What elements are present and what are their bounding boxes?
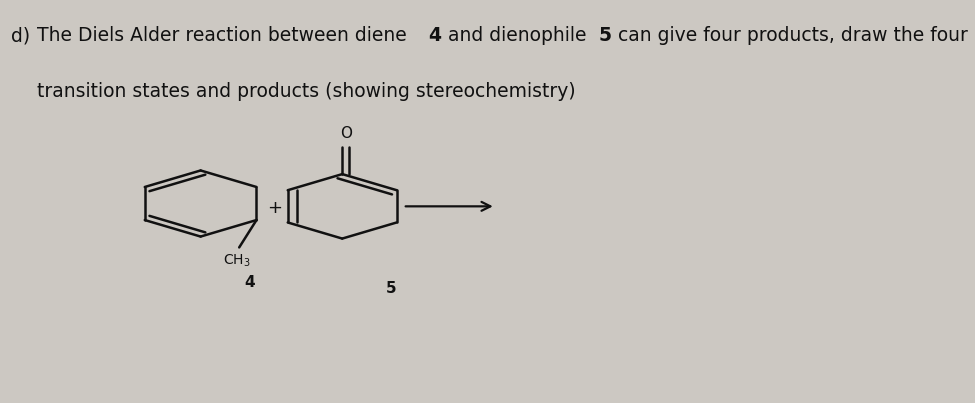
Text: 5: 5: [385, 281, 396, 297]
Text: The Diels Alder reaction between diene: The Diels Alder reaction between diene: [37, 26, 413, 45]
Text: d): d): [11, 26, 30, 45]
Text: and dienophile: and dienophile: [442, 26, 593, 45]
Text: 5: 5: [599, 26, 611, 45]
Text: +: +: [267, 199, 282, 216]
Text: 4: 4: [428, 26, 442, 45]
Text: CH$_3$: CH$_3$: [223, 252, 251, 269]
Text: transition states and products (showing stereochemistry): transition states and products (showing …: [37, 82, 576, 101]
Text: 4: 4: [244, 274, 254, 290]
Text: O: O: [339, 127, 352, 141]
Text: can give four products, draw the four: can give four products, draw the four: [612, 26, 968, 45]
